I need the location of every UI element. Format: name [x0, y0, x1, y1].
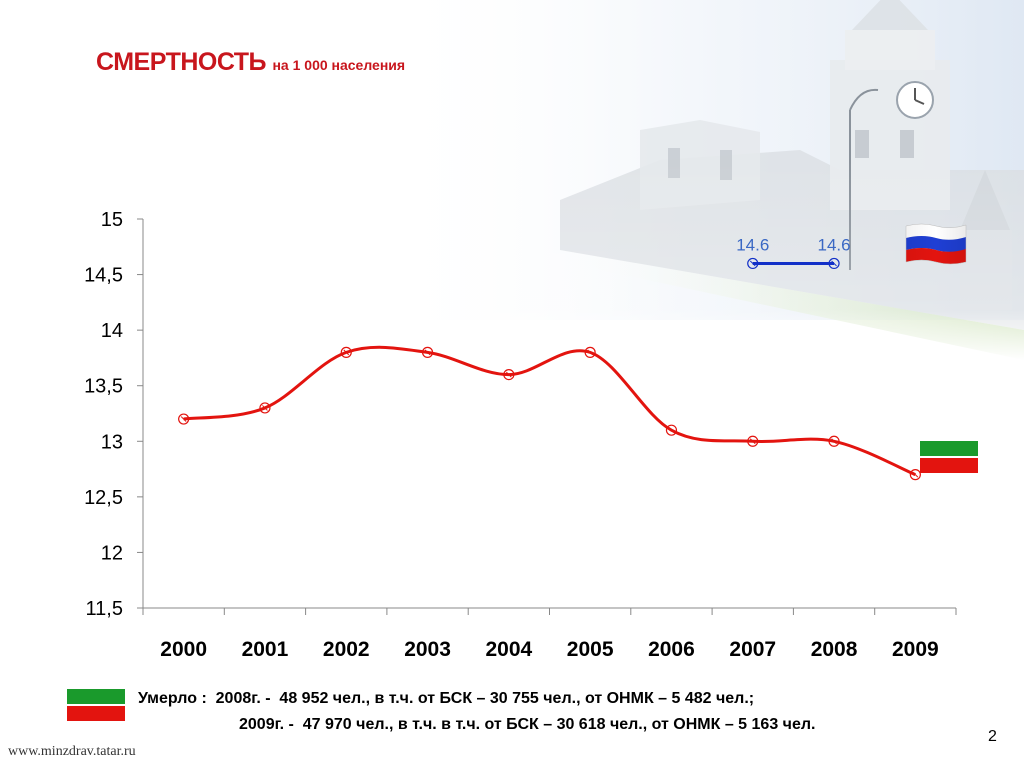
data-point-cross	[505, 371, 512, 378]
x-tick-label: 2007	[729, 638, 776, 661]
y-tick-label: 14	[101, 320, 123, 342]
series-markers	[178, 257, 921, 481]
series-lines	[183, 261, 916, 477]
slide-number: 2	[988, 728, 997, 745]
data-point-marker	[828, 257, 840, 270]
data-point-cross	[343, 349, 350, 356]
data-point-marker	[584, 346, 596, 358]
data-point-marker	[421, 346, 434, 358]
y-tick-label: 15	[101, 209, 123, 231]
data-point-marker	[747, 257, 759, 270]
data-point-cross	[831, 438, 837, 445]
russia-flag-icon	[905, 223, 967, 265]
x-tick-label: 2004	[485, 638, 532, 661]
y-tick-label: 13	[101, 431, 123, 453]
x-tick-label: 2000	[160, 638, 207, 661]
chart-axes	[137, 218, 957, 615]
deaths-note-2008: Умерло : 2008г. - 48 952 чел., в т.ч. от…	[138, 690, 755, 707]
y-tick-label: 12,5	[84, 487, 123, 509]
data-point-cross	[749, 438, 756, 445]
data-label: 14.6	[736, 235, 769, 254]
data-point-marker	[828, 435, 840, 447]
x-tick-label: 2008	[811, 638, 858, 661]
x-tick-label: 2009	[892, 638, 939, 661]
data-point-cross	[424, 349, 431, 356]
data-point-marker	[178, 413, 190, 425]
y-tick-label: 14,5	[84, 265, 123, 287]
x-tick-label: 2003	[404, 638, 451, 661]
title-text: СМЕРТНОСТЬ	[96, 48, 267, 76]
data-point-marker	[259, 402, 271, 414]
footer-site-url: www.minzdrav.tatar.ru	[8, 744, 136, 759]
data-point-marker	[503, 369, 515, 381]
x-tick-label: 2002	[323, 638, 370, 661]
y-tick-label: 11,5	[86, 598, 123, 620]
tatarstan-flag-bullet-icon	[67, 689, 125, 721]
data-point-cross	[262, 405, 268, 411]
data-point-cross	[180, 416, 187, 422]
y-axis-tick-labels: 11,5 12 12,5 13 13,5 14 14,5 15	[84, 209, 123, 620]
y-tick-label: 13,5	[84, 376, 123, 398]
data-point-cross	[912, 471, 919, 478]
data-point-marker	[747, 435, 759, 447]
data-point-cross	[668, 427, 675, 434]
x-tick-label: 2001	[242, 638, 289, 661]
data-point-marker	[909, 469, 921, 481]
x-tick-label: 2005	[567, 638, 614, 661]
y-tick-label: 12	[101, 542, 123, 564]
slide-title: СМЕРТНОСТЬ на 1 000 населения	[96, 48, 405, 77]
deaths-note-2009: 2009г. - 47 970 чел., в т.ч. в т.ч. от Б…	[239, 716, 816, 733]
data-point-cross	[831, 260, 837, 267]
subtitle-text: на 1 000 населения	[272, 57, 406, 73]
data-point-marker	[340, 346, 352, 358]
data-point-cross	[587, 349, 594, 356]
series-line-0	[183, 345, 916, 477]
data-point-marker	[665, 424, 678, 436]
data-point-cross	[749, 260, 756, 267]
x-tick-label: 2006	[648, 638, 695, 661]
data-label: 14.6	[818, 235, 851, 254]
tatarstan-flag-icon	[920, 441, 978, 473]
data-labels: 14.6 14.6	[736, 235, 850, 254]
x-axis-tick-labels: 2000 2001 2002 2003 2004 2005 2006 2007 2008 2009	[160, 638, 938, 661]
